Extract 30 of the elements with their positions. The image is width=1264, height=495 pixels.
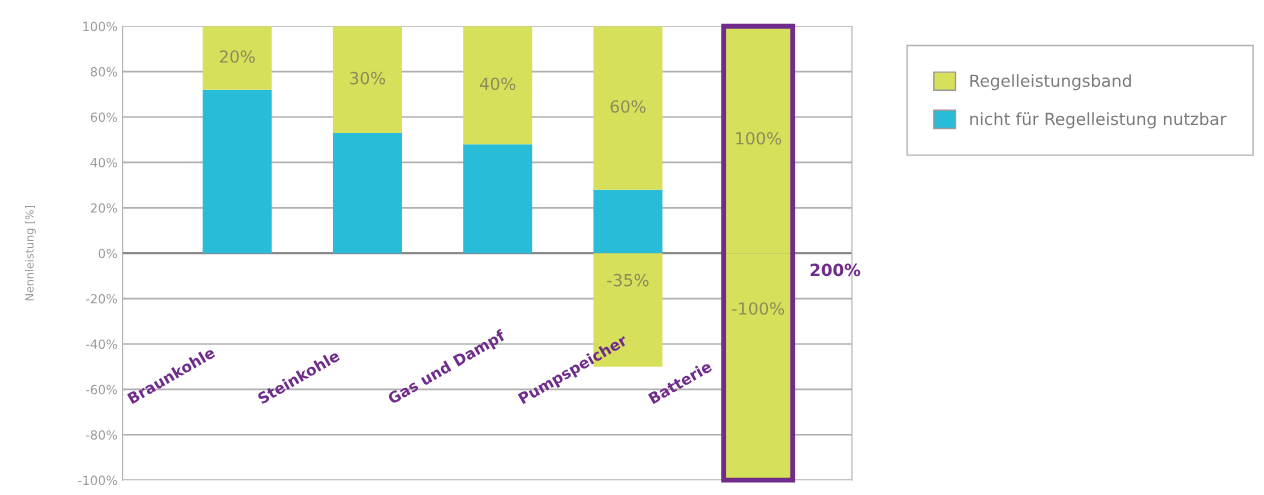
bar [202,26,272,90]
annotation: -100% [732,302,785,315]
annotation: 30% [350,71,386,85]
annotation: 200% [810,263,861,277]
bar [202,89,272,254]
legend-label: nicht für Regelleistung nutzbar [970,112,1227,129]
bar [332,132,402,254]
y-tick-label: 40% [90,157,118,168]
annotation: -35% [607,273,649,287]
annotation: 20% [219,50,255,63]
annotation: 60% [610,100,646,113]
bar [463,26,533,145]
legend-label: Regelleistungsband [970,74,1131,91]
y-tick-label: 100% [83,21,118,32]
annotation: 40% [479,77,516,91]
bar [332,26,402,133]
bar [463,144,533,254]
y-tick-label: -60% [86,384,118,395]
y-tick-label: 60% [90,112,118,122]
y-tick-label: 80% [90,67,118,77]
y-tick-label: -80% [86,430,118,440]
y-tick-label: -100% [78,475,118,486]
y-tick-label: -40% [86,339,118,349]
bar [593,26,663,190]
annotation: 100% [736,131,782,145]
y-tick-label: 0% [98,248,118,259]
bar [593,189,663,254]
y-tick-label: -20% [86,294,118,304]
y-tick-label: 20% [90,203,118,213]
y-axis-title: Nennleistung [%] [25,206,36,301]
